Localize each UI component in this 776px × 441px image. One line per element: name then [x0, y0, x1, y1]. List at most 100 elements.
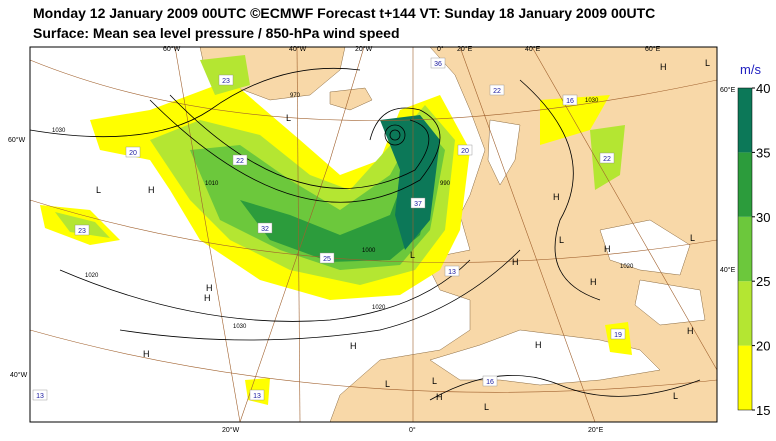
- lon-label: 60°E: [645, 45, 661, 53]
- pressure-centre: H: [660, 62, 667, 72]
- pressure-centre: H: [436, 392, 443, 402]
- pressure-centre: L: [484, 402, 489, 412]
- pressure-centre: L: [705, 58, 710, 68]
- pressure-centre: H: [204, 293, 211, 303]
- wind-label-box: [562, 94, 578, 106]
- colorbar-band: [738, 152, 752, 217]
- lon-label: 20°W: [222, 426, 240, 434]
- wind-label: 20: [461, 148, 469, 155]
- wind-label: 32: [261, 226, 269, 233]
- wind-label: 13: [253, 393, 261, 400]
- wind-label: 20: [129, 150, 137, 157]
- lon-label: 20°E: [457, 45, 473, 53]
- colorbar-tick-label: 25: [756, 274, 770, 289]
- pressure-centre: H: [206, 283, 213, 293]
- lon-label: 60°E: [720, 86, 736, 94]
- pressure-centre: L: [690, 233, 695, 243]
- wind-label: 19: [614, 332, 622, 339]
- isobar-label: 1010: [205, 181, 219, 187]
- colorbar-tick-label: 30: [756, 210, 770, 225]
- wind-label: 37: [414, 201, 422, 208]
- wind-label: 13: [448, 269, 456, 276]
- wind-label-box: [444, 265, 460, 277]
- isobar-label: 1030: [585, 98, 599, 104]
- lon-label: 60°W: [8, 136, 26, 144]
- isobar-label: 1030: [52, 128, 66, 134]
- isobar-label: 1030: [233, 324, 247, 330]
- pressure-centre: H: [512, 257, 519, 267]
- pressure-centre: H: [350, 341, 357, 351]
- pressure-centre: L: [432, 376, 437, 386]
- graticule: [29, 46, 718, 423]
- isobar-label: 970: [290, 93, 301, 99]
- pressure-centre: H: [143, 349, 150, 359]
- wind-shading: [40, 55, 632, 405]
- wind-label-box: [599, 152, 615, 164]
- lon-label: 20°W: [355, 45, 373, 53]
- wind-label-box: [610, 328, 626, 340]
- wind-label: 23: [222, 78, 230, 85]
- isobar-labels: 1030 1020 1030 1020 1000 970 990 1010 1030 1020: [52, 93, 634, 330]
- wind-label-box: [257, 222, 273, 234]
- pressure-centre: L: [673, 391, 678, 401]
- colorbar-tick-label: 15: [756, 403, 770, 418]
- lon-label: 40°E: [720, 266, 736, 274]
- lon-label: 20°E: [588, 426, 604, 434]
- wind-label: 16: [486, 379, 494, 386]
- pressure-centre: H: [553, 192, 560, 202]
- wind-label-box: [319, 252, 335, 264]
- isobar-label: 1020: [620, 264, 634, 270]
- pressure-centre: H: [590, 277, 597, 287]
- wind-label: 22: [236, 158, 244, 165]
- isobar-label: 1020: [372, 305, 386, 311]
- colorbar-tick-label: 40: [756, 81, 770, 96]
- isobars: [29, 67, 701, 401]
- wind-label-box: [249, 389, 265, 401]
- graticule-labels: 60°W 40°W 20°W 0° 20°E 40°E 60°E 60°W 40…: [8, 45, 736, 434]
- colorbar-tick-label: 35: [756, 145, 770, 160]
- pressure-centre: H: [148, 185, 155, 195]
- wind-label-box: [489, 84, 505, 96]
- colorbar-band: [738, 281, 752, 346]
- wind-label-box: [32, 389, 48, 401]
- wind-label: 22: [603, 156, 611, 163]
- wind-label: 25: [323, 256, 331, 263]
- pressure-centre: H: [535, 340, 542, 350]
- wind-label-box: [125, 146, 141, 158]
- lon-label: 40°E: [525, 45, 541, 53]
- pressure-centre: L: [559, 235, 564, 245]
- lon-label: 60°W: [163, 45, 181, 53]
- pressure-centre: H: [687, 326, 694, 336]
- wind-label-box: [430, 57, 446, 69]
- wind-label-box: [410, 197, 426, 209]
- wind-label-box: [232, 154, 248, 166]
- map-frame: [29, 46, 718, 423]
- isobar-label: 1020: [85, 273, 99, 279]
- pressure-centre: L: [96, 185, 101, 195]
- colorbar: 15 20 25 30 35 40: [737, 81, 770, 418]
- wind-label: 22: [493, 88, 501, 95]
- wind-label: 23: [78, 228, 86, 235]
- lon-label: 0°: [437, 45, 444, 53]
- wind-label-box: [457, 144, 473, 156]
- colorbar-tick-label: 20: [756, 339, 770, 354]
- isobar-label: 990: [440, 181, 451, 187]
- wind-labels: 20 23 22 32 25 13 13 36 22 16 20 22 37 13 19 16 23: [32, 57, 626, 401]
- pressure-centre: L: [410, 250, 415, 260]
- inland-seas: [429, 119, 706, 386]
- colorbar-band: [738, 88, 752, 153]
- colorbar-band: [738, 345, 752, 410]
- colorbar-band: [738, 216, 752, 282]
- pressure-centre: L: [286, 113, 291, 123]
- lon-label: 0°: [409, 426, 416, 434]
- isobar-label: 1000: [362, 248, 376, 254]
- pressure-centre: L: [385, 379, 390, 389]
- wind-label-box: [74, 224, 90, 236]
- title: Monday 12 January 2009 00UTC ©ECMWF Fore…: [33, 5, 656, 21]
- subtitle: Surface: Mean sea level pressure / 850-h…: [33, 25, 400, 41]
- wind-label-box: [218, 74, 234, 86]
- wind-label: 13: [36, 393, 44, 400]
